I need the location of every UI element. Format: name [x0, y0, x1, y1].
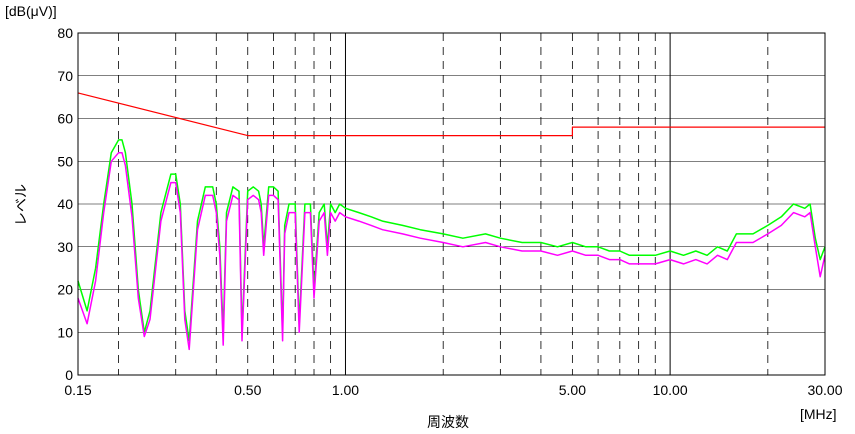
y-unit-label: [dB(μV)]: [5, 3, 57, 19]
x-tick-label: 0.50: [234, 382, 261, 398]
limit-line: [77, 92, 825, 137]
x-axis-title: 周波数: [427, 414, 469, 430]
x-tick-label: 1.00: [332, 382, 359, 398]
x-tick-label: 5.00: [559, 382, 586, 398]
plot-frame: [77, 32, 826, 376]
y-axis-title: レベル: [13, 184, 29, 226]
y-tick-labels: 0 10 20 30 40 50 60 70 80: [57, 25, 73, 383]
series-layer: [77, 92, 826, 351]
y-tick-label: 70: [57, 68, 73, 84]
y-tick-label: 60: [57, 111, 73, 127]
y-tick-label: 30: [57, 239, 73, 255]
series-magenta-line: [77, 151, 826, 351]
y-tick-label: 20: [57, 282, 73, 298]
y-tick-label: 80: [57, 25, 73, 41]
y-tick-label: 10: [57, 324, 73, 340]
y-tick-label: 40: [57, 196, 73, 212]
x-tick-label: 0.15: [64, 382, 91, 398]
series-green-line: [77, 139, 826, 342]
x-tick-labels: 0.15 0.50 1.00 5.00 10.00 30.00: [64, 382, 842, 398]
x-tick-label: 10.00: [653, 382, 688, 398]
x-unit-label: [MHz]: [800, 406, 837, 422]
y-tick-label: 50: [57, 153, 73, 169]
x-tick-label: 30.00: [807, 382, 842, 398]
y-tick-label: 0: [65, 367, 73, 383]
